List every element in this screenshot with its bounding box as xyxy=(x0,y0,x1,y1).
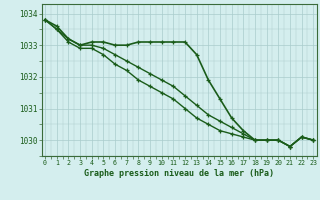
X-axis label: Graphe pression niveau de la mer (hPa): Graphe pression niveau de la mer (hPa) xyxy=(84,169,274,178)
